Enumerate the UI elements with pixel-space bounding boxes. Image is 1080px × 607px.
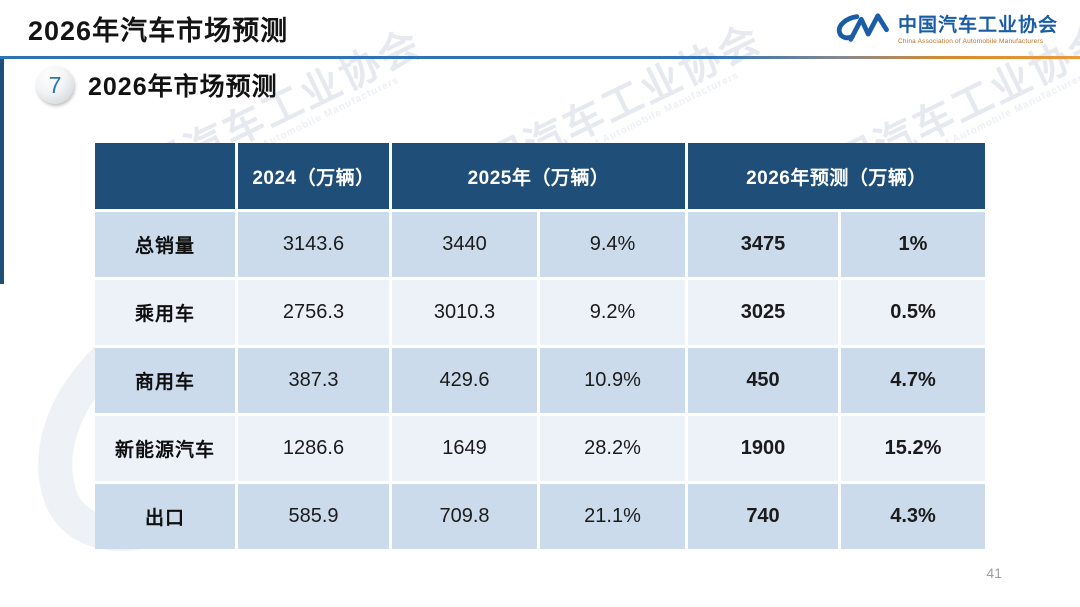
cell-2026: 3025	[688, 280, 838, 345]
row-label: 乘用车	[95, 280, 235, 345]
left-accent-bar	[0, 59, 4, 284]
caam-logo-text: 中国汽车工业协会 China Association of Automobile…	[898, 10, 1058, 45]
caam-logo-icon	[836, 12, 889, 42]
row-label: 出口	[95, 484, 235, 549]
section-title: 2026年市场预测	[88, 73, 278, 101]
row-label: 新能源汽车	[95, 416, 235, 481]
cell-2025: 1649	[392, 416, 537, 481]
cell-2024: 1286.6	[238, 416, 389, 481]
forecast-table: 2024（万辆） 2025年（万辆） 2026年预测（万辆） 总销量 3143.…	[95, 143, 985, 549]
row-label: 商用车	[95, 348, 235, 413]
cell-2026: 740	[688, 484, 838, 549]
cell-2024: 585.9	[238, 484, 389, 549]
table-header-2026-forecast: 2026年预测（万辆）	[688, 143, 985, 209]
header-divider	[0, 56, 1080, 59]
cell-2024: 387.3	[238, 348, 389, 413]
page-number: 41	[986, 565, 1002, 581]
cell-2026: 1900	[688, 416, 838, 481]
cell-2026-growth: 0.5%	[841, 280, 985, 345]
cell-2026-growth: 4.7%	[841, 348, 985, 413]
table-header-2025: 2025年（万辆）	[392, 143, 685, 209]
cell-2024: 2756.3	[238, 280, 389, 345]
cell-2025-growth: 9.4%	[540, 212, 685, 277]
logo-name-en: China Association of Automobile Manufact…	[897, 38, 1044, 45]
cell-2025: 429.6	[392, 348, 537, 413]
section-number: 7	[48, 71, 62, 98]
cell-2025-growth: 10.9%	[540, 348, 685, 413]
table-header-2024: 2024（万辆）	[238, 143, 389, 209]
table-header-empty	[95, 143, 235, 209]
cell-2025: 3010.3	[392, 280, 537, 345]
cell-2026: 450	[688, 348, 838, 413]
logo-name-cn: 中国汽车工业协会	[897, 15, 1058, 36]
cell-2025-growth: 9.2%	[540, 280, 685, 345]
section-number-badge: 7	[36, 66, 74, 104]
caam-logo: 中国汽车工业协会 China Association of Automobile…	[836, 10, 1058, 45]
cell-2024: 3143.6	[238, 212, 389, 277]
section-heading: 7 2026年市场预测	[36, 66, 278, 104]
cell-2025: 709.8	[392, 484, 537, 549]
slide-title: 2026年汽车市场预测	[28, 16, 289, 46]
cell-2026: 3475	[688, 212, 838, 277]
cell-2025: 3440	[392, 212, 537, 277]
row-label: 总销量	[95, 212, 235, 277]
cell-2025-growth: 21.1%	[540, 484, 685, 549]
cell-2025-growth: 28.2%	[540, 416, 685, 481]
cell-2026-growth: 4.3%	[841, 484, 985, 549]
cell-2026-growth: 1%	[841, 212, 985, 277]
cell-2026-growth: 15.2%	[841, 416, 985, 481]
